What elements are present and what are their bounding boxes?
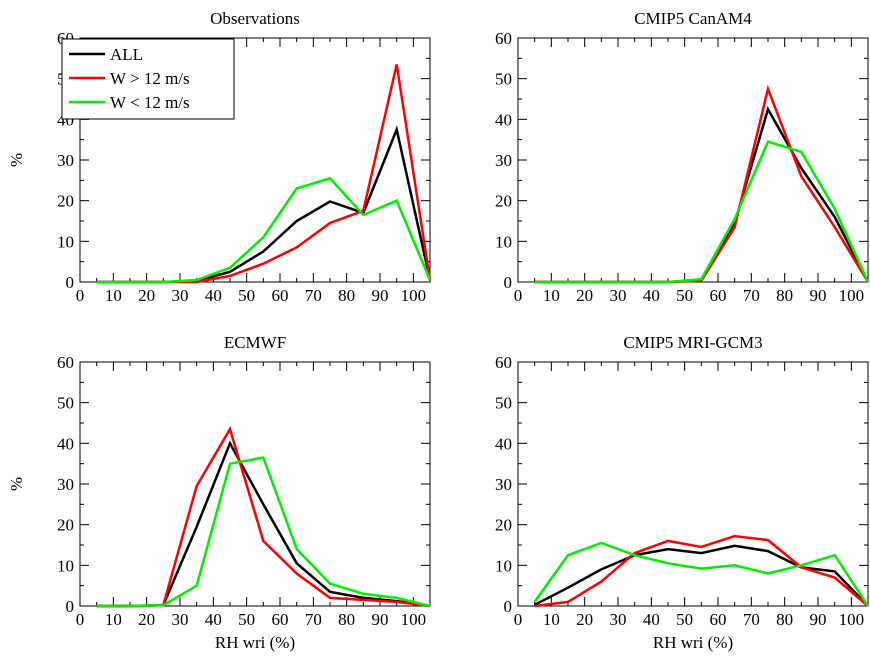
series-line-w-12-m-s: [96, 425, 431, 608]
x-tick-label: 60: [710, 610, 727, 629]
legend-label: ALL: [110, 45, 143, 64]
x-tick-label: 20: [138, 610, 155, 629]
plot-frame: [79, 361, 431, 607]
x-tick-label: 30: [610, 286, 627, 305]
chart-panel-1: 01020304050607080901000102030405060Obser…: [7, 9, 432, 305]
y-tick-label: 60: [495, 353, 512, 372]
x-tick-label: 30: [172, 286, 189, 305]
x-tick-label: 30: [610, 610, 627, 629]
y-tick-label: 50: [495, 394, 512, 413]
y-tick-label: 50: [57, 394, 74, 413]
x-tick-label: 10: [105, 610, 122, 629]
series-line-all: [534, 544, 869, 607]
x-tick-label: 50: [238, 610, 255, 629]
x-tick-label: 60: [710, 286, 727, 305]
y-tick-label: 20: [57, 192, 74, 211]
x-tick-label: 100: [839, 286, 865, 305]
x-tick-label: 10: [543, 286, 560, 305]
series-line-w-12-m-s: [534, 534, 869, 608]
x-tick-label: 80: [338, 610, 355, 629]
series-line-w-12-m-s: [96, 456, 431, 608]
y-tick-label: 20: [495, 516, 512, 535]
x-tick-label: 40: [643, 286, 660, 305]
y-axis-label: %: [7, 477, 26, 491]
x-tick-label: 0: [514, 610, 523, 629]
x-tick-label: 50: [676, 610, 693, 629]
x-tick-label: 100: [401, 286, 427, 305]
y-tick-label: 40: [495, 434, 512, 453]
series-line-all: [534, 106, 870, 284]
x-tick-label: 20: [576, 286, 593, 305]
y-tick-label: 20: [57, 516, 74, 535]
x-tick-label: 60: [272, 610, 289, 629]
x-tick-label: 90: [810, 286, 827, 305]
x-axis-label: RH wri (%): [653, 633, 733, 652]
chart-title: CMIP5 CanAM4: [634, 9, 752, 28]
x-tick-label: 30: [172, 610, 189, 629]
y-tick-label: 10: [57, 556, 74, 575]
x-tick-label: 90: [372, 286, 389, 305]
series-line-all: [96, 125, 432, 284]
x-tick-label: 100: [401, 610, 427, 629]
chart-title: Observations: [210, 9, 300, 28]
x-tick-label: 40: [205, 610, 222, 629]
y-tick-label: 0: [504, 273, 513, 292]
x-tick-label: 80: [776, 610, 793, 629]
x-tick-label: 100: [839, 610, 865, 629]
x-tick-label: 80: [338, 286, 355, 305]
y-tick-label: 60: [495, 29, 512, 48]
chart-title: ECMWF: [224, 333, 286, 352]
chart-panel-2: 0 10 20 30 40 50 60 70 80 90 100 0 10 20 30 40 50 60 CMIP5…: [495, 9, 870, 305]
x-tick-label: 50: [238, 286, 255, 305]
x-tick-label: 50: [676, 286, 693, 305]
chart-title: CMIP5 MRI-GCM3: [623, 333, 762, 352]
x-tick-label: 40: [205, 286, 222, 305]
y-tick-label: 30: [57, 151, 74, 170]
plot-frame: [517, 37, 869, 283]
y-tick-label: 20: [495, 192, 512, 211]
x-tick-label: 0: [76, 286, 85, 305]
x-tick-label: 10: [543, 610, 560, 629]
y-tick-label: 10: [57, 232, 74, 251]
y-tick-label: 10: [495, 556, 512, 575]
y-tick-label: 30: [57, 475, 74, 494]
y-tick-label: 0: [66, 273, 75, 292]
x-tick-label: 70: [743, 286, 760, 305]
x-tick-label: 0: [514, 286, 523, 305]
x-axis-label: RH wri (%): [215, 633, 295, 652]
x-tick-label: 0: [76, 610, 85, 629]
y-axis-label: %: [7, 153, 26, 167]
x-tick-label: 70: [743, 610, 760, 629]
chart-panel-4: 0 10 20 30 40 50 60 70 80 90 100 0 10 20 30 40 50 60 CMIP5…: [495, 333, 870, 652]
x-tick-label: 20: [138, 286, 155, 305]
series-line-w-12-m-s: [96, 176, 432, 284]
y-tick-label: 30: [495, 475, 512, 494]
series-line-all: [96, 440, 431, 608]
y-tick-label: 0: [504, 597, 513, 616]
legend-label: W < 12 m/s: [110, 93, 190, 112]
x-tick-label: 20: [576, 610, 593, 629]
series-line-w-12-m-s: [534, 140, 870, 284]
x-tick-label: 40: [643, 610, 660, 629]
x-tick-label: 70: [305, 286, 322, 305]
series-line-w-12-m-s: [533, 541, 870, 607]
y-tick-label: 30: [495, 151, 512, 170]
x-tick-label: 90: [372, 610, 389, 629]
legend: ALL W > 12 m/s W < 12 m/s: [61, 38, 235, 120]
x-tick-label: 90: [810, 610, 827, 629]
y-tick-label: 60: [57, 353, 74, 372]
y-tick-label: 50: [495, 70, 512, 89]
chart-panel-3: 0 10 20 30 40 50 60 70 80 90 100 0 10 20 30 40 50 60 ECMWF…: [7, 333, 431, 652]
x-tick-label: 10: [105, 286, 122, 305]
y-tick-label: 0: [66, 597, 75, 616]
x-tick-label: 70: [305, 610, 322, 629]
x-tick-label: 80: [776, 286, 793, 305]
series-line-w-12-m-s: [534, 84, 870, 284]
y-tick-label: 10: [495, 232, 512, 251]
y-tick-label: 40: [57, 434, 74, 453]
legend-label: W > 12 m/s: [110, 69, 190, 88]
y-tick-label: 40: [495, 110, 512, 129]
x-tick-label: 60: [272, 286, 289, 305]
